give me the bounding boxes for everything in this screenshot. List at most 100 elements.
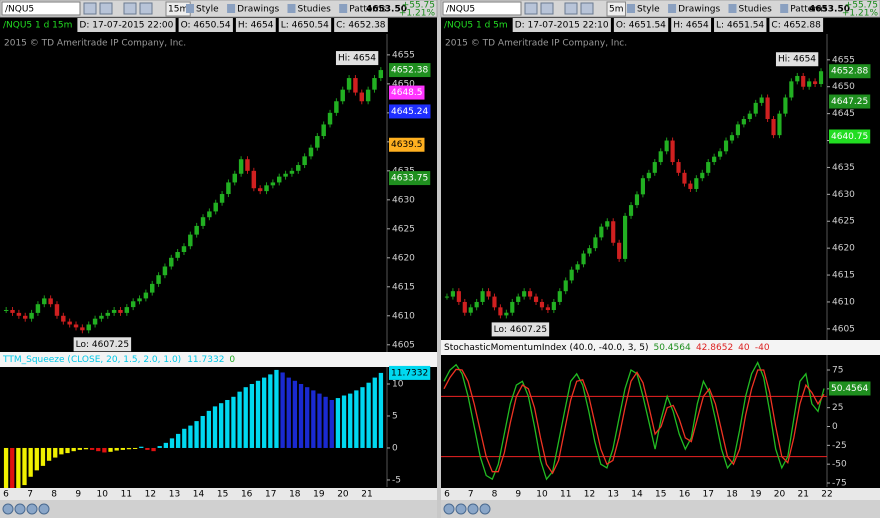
symbol[interactable]: /NQU5	[446, 5, 475, 15]
y-tick-label: -50	[832, 460, 847, 470]
candle	[640, 178, 645, 195]
zoom-control[interactable]	[467, 503, 479, 515]
price-marker: 4633.75	[391, 174, 428, 184]
toolbar-button[interactable]: Studies	[738, 5, 772, 15]
candle	[599, 226, 604, 238]
histogram-bar	[243, 387, 248, 448]
button-icon[interactable]	[728, 4, 737, 13]
candle	[226, 182, 231, 195]
info-item-box	[77, 18, 176, 32]
symbol-input[interactable]	[442, 1, 522, 16]
button-icon[interactable]	[780, 4, 789, 13]
histogram-bar	[89, 447, 95, 450]
toolbar-button[interactable]: Patterns	[349, 5, 386, 15]
candle	[813, 81, 818, 85]
toolbar-button[interactable]: Studies	[297, 5, 331, 15]
button-icon[interactable]	[186, 4, 194, 13]
y-tick-label: 0	[832, 422, 838, 432]
candle	[130, 301, 136, 308]
histogram-bar	[231, 396, 236, 448]
study-header-item: 11.7332	[187, 355, 224, 365]
candle	[372, 78, 377, 90]
candle	[450, 291, 455, 297]
candle	[658, 151, 663, 163]
candle	[16, 312, 22, 316]
y-tick-label: 4650	[392, 79, 415, 89]
button-icon[interactable]	[668, 4, 677, 13]
zoom-control[interactable]	[479, 503, 491, 515]
histogram-bar	[212, 406, 218, 448]
toolbar-icon[interactable]	[524, 2, 538, 15]
y-tick-label: 0	[392, 443, 398, 453]
price-marker-box	[389, 137, 425, 152]
histogram-bar	[114, 447, 119, 451]
price-marker: 4640.75	[831, 132, 868, 142]
button-icon[interactable]	[339, 4, 348, 13]
price-marker-box	[389, 104, 431, 119]
toolbar-icon[interactable]	[139, 2, 153, 15]
zoom-control[interactable]	[38, 503, 50, 515]
histogram-bar	[329, 399, 334, 448]
histogram-bar	[59, 447, 64, 455]
candle	[73, 324, 79, 328]
toolbar-icon[interactable]	[99, 2, 113, 15]
histogram-bar	[292, 380, 298, 448]
x-tick-label: 16	[241, 490, 253, 500]
candle	[143, 292, 149, 299]
x-tick-label: 15	[217, 490, 228, 500]
x-tick-label: 17	[265, 490, 276, 500]
toolbar-button[interactable]: Drawings	[237, 5, 279, 15]
toolbar-icon[interactable]	[123, 2, 137, 15]
toolbar-icon[interactable]	[580, 2, 594, 15]
interval[interactable]: 5m	[609, 5, 624, 15]
histogram-bar	[71, 447, 76, 452]
candle	[23, 315, 28, 319]
zoom-control[interactable]	[14, 503, 26, 515]
interval[interactable]: 15m	[168, 5, 188, 15]
x-tick-label: 19	[750, 490, 762, 500]
interval-box[interactable]	[606, 1, 626, 17]
study-header	[441, 340, 880, 355]
toolbar-button[interactable]: Style	[196, 5, 219, 15]
copyright: 2015 © TD Ameritrade IP Company, Inc.	[4, 39, 186, 49]
histogram-bar	[305, 387, 310, 448]
histogram-bar	[34, 447, 39, 471]
toolbar-button[interactable]: Style	[637, 5, 660, 15]
candle	[105, 312, 110, 316]
candle	[753, 102, 758, 114]
x-tick-label: 13	[608, 490, 619, 500]
candle	[664, 140, 669, 152]
candle	[277, 176, 282, 183]
y-tick-label: 75	[832, 366, 843, 376]
x-tick-label: 6	[3, 490, 9, 500]
toolbar-icon[interactable]	[540, 2, 554, 15]
candle	[634, 194, 640, 206]
zoom-control[interactable]	[455, 503, 467, 515]
zoom-control[interactable]	[26, 503, 38, 515]
histogram-bar	[360, 387, 365, 448]
toolbar-button[interactable]: Patterns	[790, 5, 827, 15]
button-icon[interactable]	[287, 4, 296, 13]
histogram-bar	[22, 447, 27, 486]
zoom-control[interactable]	[2, 503, 14, 515]
y-tick-label: 4650	[832, 82, 855, 92]
candle	[29, 312, 34, 319]
info-item: H: 4654	[673, 21, 709, 31]
candle	[504, 312, 509, 316]
symbol-input[interactable]	[1, 1, 81, 16]
button-icon[interactable]	[227, 4, 236, 13]
toolbar-button[interactable]: Drawings	[678, 5, 720, 15]
y-tick-label: 4625	[392, 224, 415, 234]
candle	[353, 78, 358, 93]
symbol[interactable]: /NQU5	[5, 5, 34, 15]
zoom-control[interactable]	[443, 503, 455, 515]
x-tick-label: 13	[169, 490, 180, 500]
candle	[99, 315, 104, 319]
candle	[486, 291, 491, 297]
toolbar-icon[interactable]	[83, 2, 97, 15]
button-icon[interactable]	[627, 4, 635, 13]
toolbar-icon[interactable]	[564, 2, 578, 15]
candle	[676, 162, 681, 173]
candle	[611, 221, 616, 243]
time-axis	[0, 488, 437, 500]
